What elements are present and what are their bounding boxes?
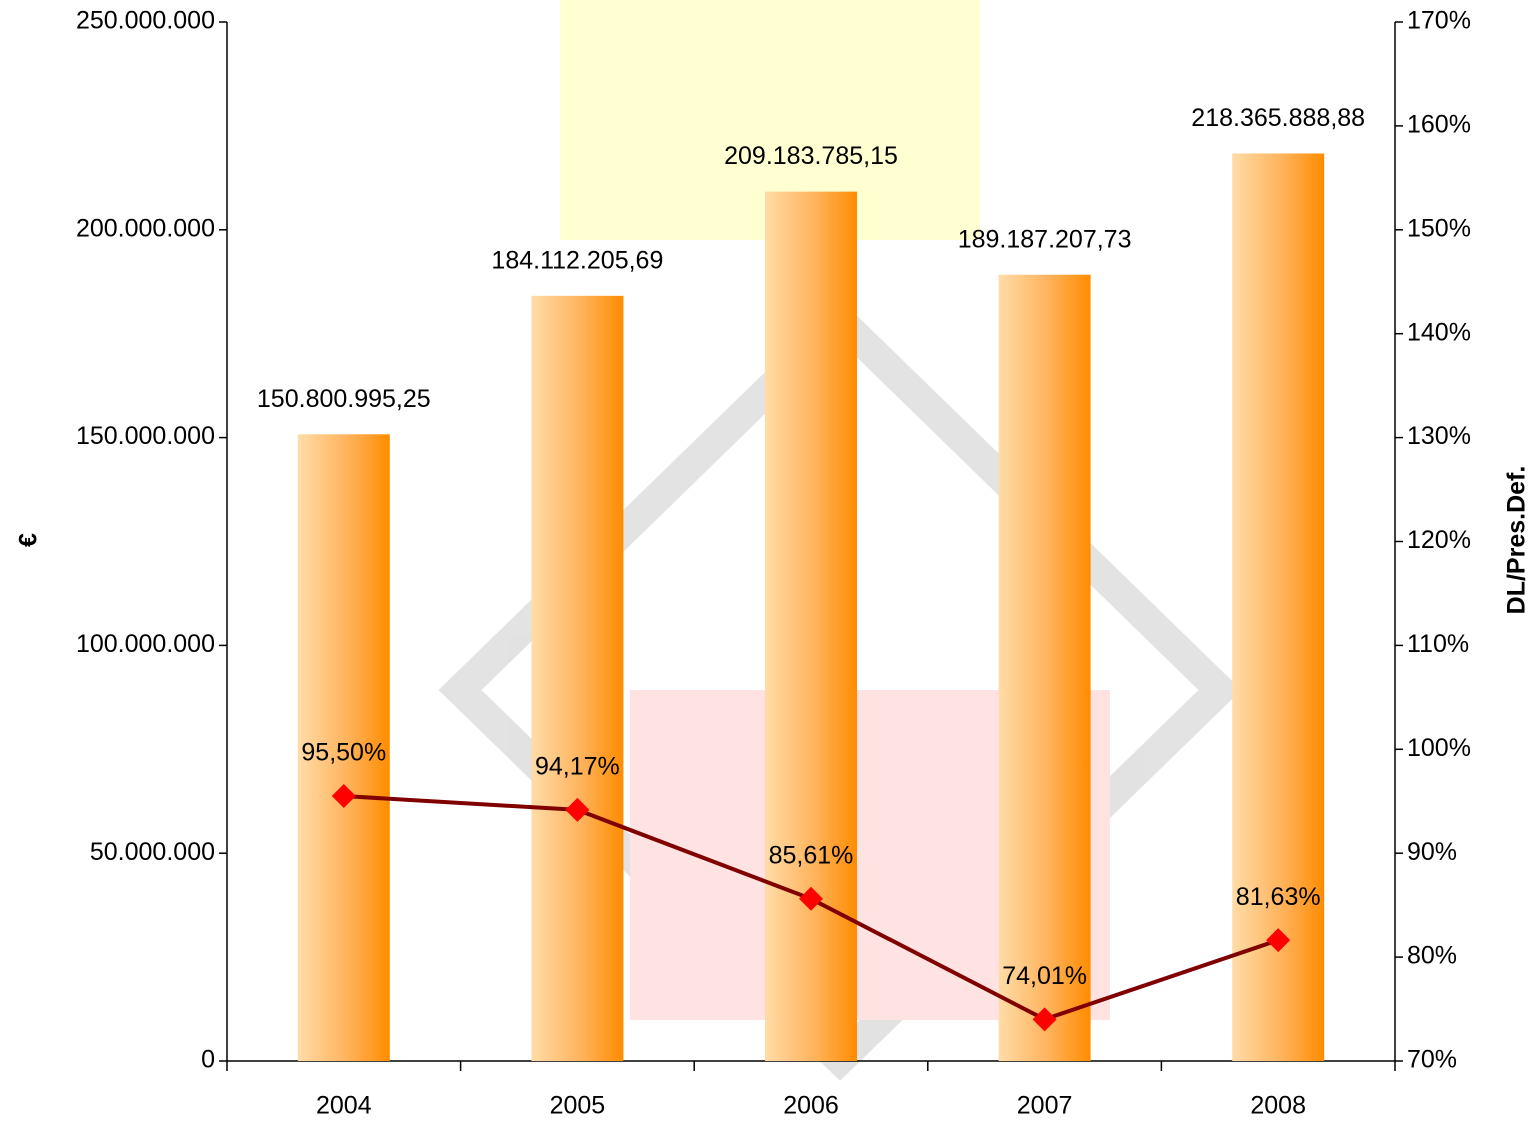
y-tick-label: 50.000.000: [90, 838, 215, 866]
line-value-label: 94,17%: [535, 752, 620, 780]
bar: [765, 192, 857, 1061]
bar: [1232, 153, 1324, 1061]
x-tick-label: 2007: [1017, 1092, 1073, 1120]
y2-tick-label: 70%: [1407, 1046, 1457, 1074]
bar-value-label: 218.365.888,88: [1191, 104, 1365, 132]
y-tick-label: 100.000.000: [76, 630, 215, 658]
y2-tick-label: 130%: [1407, 422, 1471, 450]
x-tick-label: 2008: [1250, 1092, 1306, 1120]
chart: € DL/Pres.Def. 0 50.000.000 100.000.000 150…: [0, 0, 1539, 1124]
y2-tick-label: 170%: [1407, 7, 1471, 35]
y2-axis-title: DL/Pres.Def.: [1503, 466, 1531, 615]
line-value-label: 95,50%: [301, 739, 386, 767]
y2-tick-label: 120%: [1407, 526, 1471, 554]
y-axis-title: €: [15, 533, 43, 547]
y2-tick-label: 140%: [1407, 318, 1471, 346]
x-tick-label: 2004: [316, 1092, 372, 1120]
bar-value-label: 189.187.207,73: [958, 225, 1132, 253]
y2-tick-label: 110%: [1407, 630, 1469, 658]
y-tick-label: 0: [201, 1046, 215, 1074]
line-value-label: 81,63%: [1236, 883, 1321, 911]
bar-value-label: 209.183.785,15: [724, 142, 898, 170]
y2-tick-label: 150%: [1407, 214, 1471, 242]
line-value-label: 74,01%: [1002, 962, 1087, 990]
y2-tick-label: 100%: [1407, 734, 1471, 762]
bar-value-label: 150.800.995,25: [257, 385, 431, 413]
y-tick-label: 250.000.000: [76, 7, 215, 35]
y2-tick-label: 160%: [1407, 111, 1471, 139]
bar-value-label: 184.112.205,69: [491, 246, 663, 274]
y2-tick-label: 90%: [1407, 838, 1457, 866]
bar: [999, 275, 1091, 1061]
y-tick-label: 200.000.000: [76, 214, 215, 242]
bar: [531, 296, 623, 1061]
x-tick-label: 2006: [783, 1092, 839, 1120]
y-tick-label: 150.000.000: [76, 422, 215, 450]
x-tick-label: 2005: [550, 1092, 606, 1120]
y2-tick-label: 80%: [1407, 942, 1457, 970]
line-value-label: 85,61%: [769, 841, 854, 869]
